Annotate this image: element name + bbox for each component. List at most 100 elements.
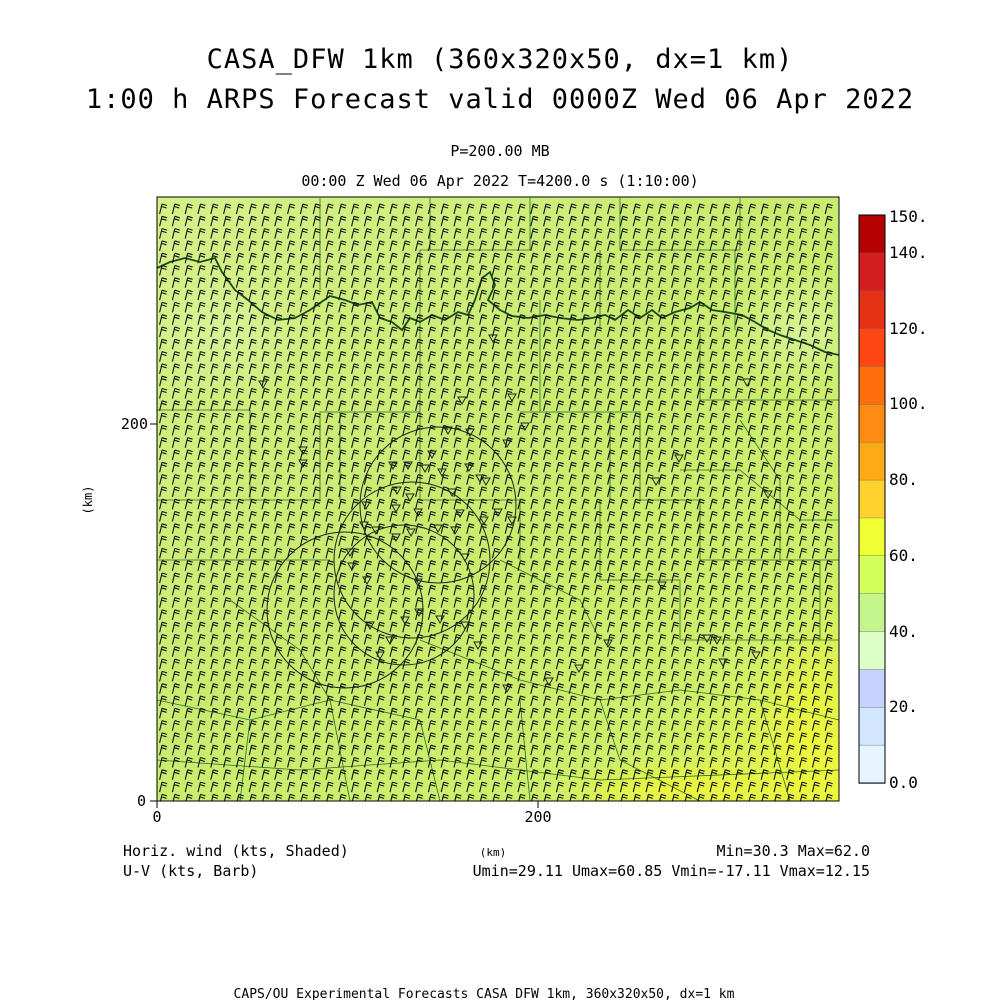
wind-barb-flag	[724, 242, 730, 246]
wind-barb	[799, 277, 803, 288]
wind-barb-flag	[520, 338, 526, 342]
wind-barb	[479, 265, 483, 276]
wind-barb-flag	[200, 228, 206, 231]
wind-barb-flag	[737, 301, 744, 305]
wind-barb-flag	[302, 240, 308, 243]
wind-barb	[658, 363, 662, 375]
wind-barb-flag	[801, 314, 808, 317]
wind-barb	[645, 289, 649, 301]
wind-barb	[543, 289, 547, 301]
wind-barb-flag	[596, 353, 602, 357]
wind-barb	[632, 228, 637, 239]
wind-barb-flag	[251, 215, 257, 219]
wind-barb	[722, 351, 726, 362]
wind-barb-flag	[276, 230, 282, 234]
wind-barb-flag	[264, 203, 270, 207]
wind-barb-flag	[533, 215, 539, 219]
wind-barb-flag	[635, 301, 641, 305]
wind-barb	[735, 314, 739, 325]
wind-barb	[658, 339, 662, 350]
wind-barb-flag	[673, 218, 679, 221]
wind-barb	[325, 363, 329, 375]
wind-barb-flag	[161, 242, 167, 246]
wind-barb	[389, 289, 393, 301]
wind-barb	[773, 314, 777, 325]
wind-barb	[581, 240, 585, 252]
wind-barb	[760, 363, 765, 375]
wind-barb-flag	[264, 351, 270, 354]
wind-barb-flag	[314, 341, 321, 344]
wind-barb	[786, 302, 790, 313]
wind-barb-flag	[212, 279, 218, 283]
wind-barb-flag	[302, 326, 308, 330]
wind-barb-flag	[801, 328, 807, 332]
wind-barb-flag	[366, 205, 372, 209]
wind-barb-flag	[353, 228, 360, 231]
wind-barb-flag	[699, 289, 705, 293]
wind-barb-flag	[686, 314, 692, 317]
wind-barb-flag	[430, 203, 436, 207]
wind-barb	[466, 203, 470, 215]
wind-barb	[453, 351, 457, 362]
wind-barb-flag	[571, 301, 577, 305]
wind-barb-flag	[161, 338, 168, 342]
wind-barb	[479, 216, 483, 227]
wind-barb	[811, 326, 816, 338]
wind-barb-flag	[570, 218, 577, 221]
wind-barb-flag	[481, 264, 488, 268]
wind-barb-flag	[391, 279, 398, 283]
valid-time: 00:00 Z Wed 06 Apr 2022 T=4200.0 s (1:10…	[301, 172, 699, 190]
wind-barb	[760, 326, 765, 338]
wind-barb-flag	[737, 203, 744, 207]
wind-barb	[799, 339, 803, 350]
wind-barb	[363, 314, 368, 325]
wind-barb	[415, 216, 419, 227]
wind-barb	[402, 265, 406, 276]
wind-barb-flag	[776, 363, 782, 366]
wind-barb-flag	[225, 279, 231, 283]
wind-barb-flag	[404, 292, 410, 295]
wind-barb	[607, 265, 611, 276]
wind-barb	[184, 289, 189, 301]
wind-barb-flag	[442, 328, 449, 332]
wind-barb-flag	[238, 215, 244, 219]
wind-barb-flag	[469, 203, 475, 207]
wind-barb-flag	[775, 205, 782, 209]
wind-barb	[325, 277, 329, 288]
wind-barb-flag	[212, 242, 218, 246]
wind-barb-flag	[673, 203, 680, 207]
wind-barb	[363, 351, 368, 362]
wind-barb	[504, 339, 509, 350]
wind-barb	[555, 289, 560, 301]
wind-barb-flag	[314, 218, 321, 221]
wind-barb-flag	[212, 328, 218, 332]
wind-barb	[312, 351, 317, 362]
wind-barb-flag	[571, 252, 577, 256]
wind-barb-flag	[353, 267, 359, 271]
wind-barb	[683, 339, 688, 350]
wind-barb-flag	[647, 218, 654, 221]
wind-barb-flag	[686, 338, 692, 342]
wind-barb	[427, 228, 432, 239]
wind-barb-flag	[289, 341, 295, 344]
wind-barb-flag	[596, 316, 602, 320]
wind-barb-flag	[711, 242, 718, 246]
wind-barb-flag	[340, 341, 346, 344]
wind-barb	[619, 216, 624, 227]
wind-barb	[427, 289, 432, 301]
wind-barb-flag	[468, 205, 474, 209]
wind-barb	[427, 240, 432, 252]
wind-barb	[632, 351, 637, 362]
wind-barb-flag	[161, 378, 167, 381]
wind-barb-flag	[392, 289, 398, 293]
wind-barb-flag	[302, 203, 308, 207]
wind-barb-flag	[225, 378, 231, 381]
wind-barb-flag	[673, 328, 679, 332]
wind-barb	[287, 289, 291, 301]
wind-barb	[248, 376, 253, 387]
wind-barb	[799, 216, 803, 227]
wind-barb	[773, 203, 777, 215]
wind-barb	[658, 228, 662, 239]
wind-barb-flag	[596, 328, 602, 332]
wind-barb-flag	[609, 264, 616, 268]
